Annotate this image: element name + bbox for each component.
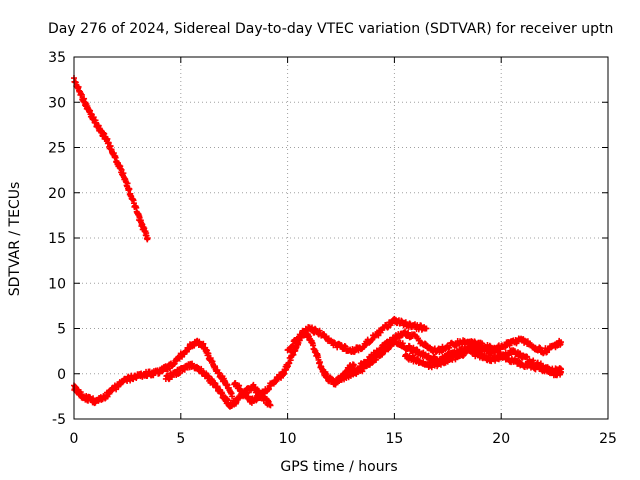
chart-title: Day 276 of 2024, Sidereal Day-to-day VTE… [48,21,613,37]
y-tick-label: 35 [48,50,66,66]
y-tick-label: 15 [48,231,66,247]
data-point [350,361,357,368]
x-tick-label: 5 [176,431,185,447]
y-tick-label: 5 [57,322,66,338]
data-point [316,359,323,366]
data-point [558,368,565,375]
y-tick-label: -5 [52,412,66,428]
data-point [558,339,565,346]
y-tick-label: 25 [48,141,66,157]
data-point [229,393,236,400]
x-tick-label: 20 [492,431,510,447]
series-track-a [71,337,236,407]
data-point [126,186,133,193]
y-tick-label: 0 [57,367,66,383]
y-tick-label: 20 [48,186,66,202]
grid [74,57,608,419]
x-tick-label: 0 [70,431,79,447]
x-tick-label: 15 [385,431,403,447]
data-point [101,130,108,137]
x-tick-label: 25 [599,431,617,447]
data-point [124,180,131,187]
x-tick-label: 10 [279,431,297,447]
series-track-g [402,346,565,379]
x-axis-label: GPS time / hours [280,459,397,475]
data-point [290,351,297,358]
y-tick-label: 30 [48,95,66,111]
y-axis-label: SDTVAR / TECUs [7,182,23,297]
data-point [286,360,293,367]
data-point [144,235,151,241]
data-points [71,75,565,410]
series-high [71,75,151,243]
data-point [267,402,274,409]
y-tick-label: 10 [48,276,66,292]
series-track-d [284,315,430,356]
data-point [423,325,430,332]
